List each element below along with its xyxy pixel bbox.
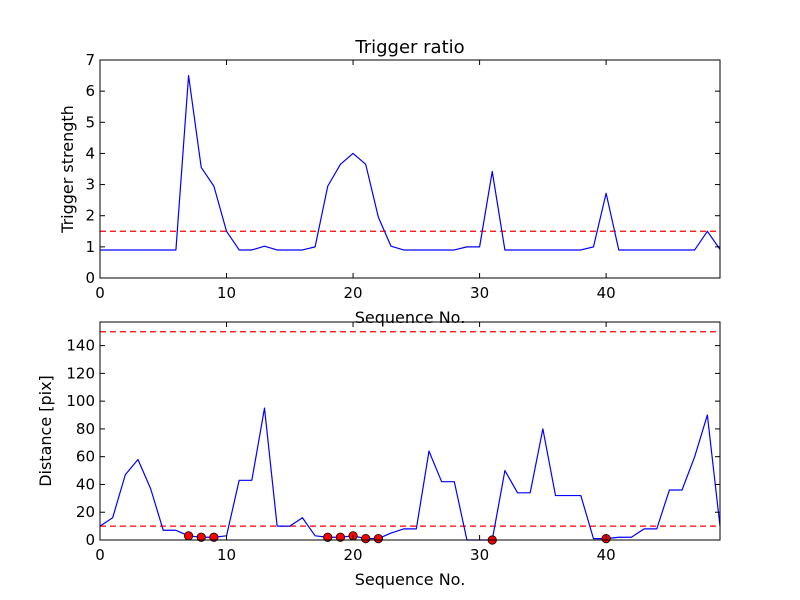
y-tick-label: 140 [66,337,95,355]
x-tick-label: 20 [344,546,363,564]
chart-title: Trigger ratio [354,37,464,58]
x-tick-label: 30 [470,284,489,302]
data-point-marker [196,532,206,542]
x-axis-label: Sequence No. [355,570,466,589]
x-axis-label: Sequence No. [355,308,466,327]
y-tick-label: 20 [76,503,95,521]
y-axis-label: Distance [pix] [36,375,55,487]
y-tick-label: 2 [85,207,95,225]
distance-plot-area: 0 10 20 30 40 0 20 40 60 80 100 120 140 [66,321,721,564]
y-tick-label: 4 [85,144,95,162]
data-point-marker [183,531,194,541]
y-tick-label: 6 [85,82,95,100]
x-tick-label: 20 [344,284,363,302]
y-tick-label: 1 [85,238,95,256]
y-tick-label: 60 [76,448,95,466]
x-tick-label: 40 [597,284,616,302]
data-point-marker [209,532,219,542]
y-axis-label: Trigger strength [58,105,77,234]
y-tick-label: 0 [85,269,95,287]
trigger-ratio-series-line [100,74,721,251]
x-tick-label: 0 [95,284,105,302]
y-tick-label: 40 [76,475,95,493]
x-tick-label: 0 [95,546,105,564]
distance-panel: 0 10 20 30 40 0 20 40 60 80 100 120 140 Sequence No.… [36,321,721,589]
y-tick-label: 0 [85,531,95,549]
trigger-ratio-plot-area: 0 10 20 30 40 0 1 2 3 4 5 6 7 [85,51,721,302]
data-point-marker [335,532,346,542]
axes-frame [99,59,721,279]
x-tick-label: 30 [470,546,489,564]
y-tick-label: 7 [85,51,95,69]
data-point-marker [323,532,333,542]
data-point-marker [361,534,371,544]
x-tick-label: 10 [217,546,236,564]
y-tick-label: 100 [66,392,95,410]
axes-frame [99,321,721,541]
y-tick-label: 80 [76,420,95,438]
y-tick-label: 5 [85,113,95,131]
x-tick-label: 10 [217,284,236,302]
y-tick-label: 3 [85,176,95,194]
trigger-ratio-panel: Trigger ratio 0 10 20 30 40 0 1 2 3 4 5 6 7 Sequence… [58,37,721,327]
x-tick-label: 40 [597,546,616,564]
y-tick-label: 120 [66,364,95,382]
data-point-marker [373,534,383,544]
